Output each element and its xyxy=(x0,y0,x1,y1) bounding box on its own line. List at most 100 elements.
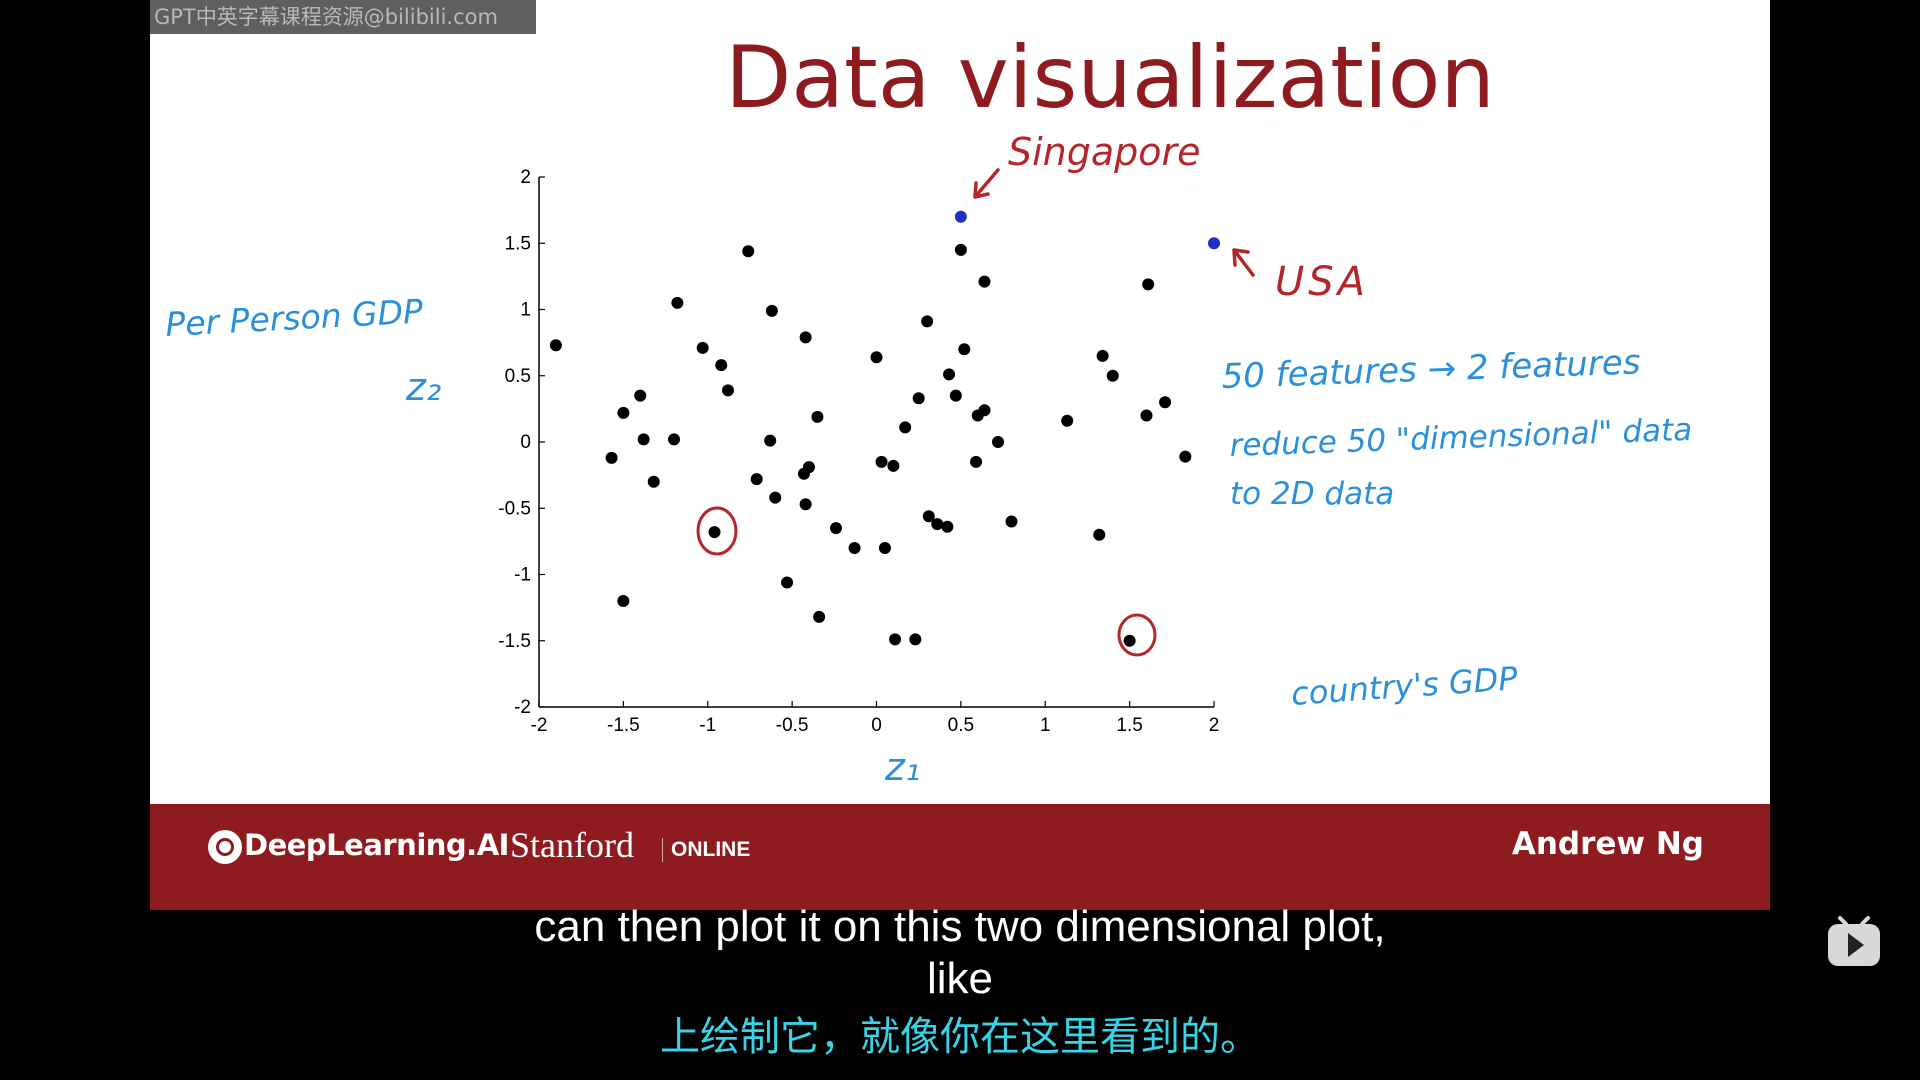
data-point xyxy=(1159,396,1172,409)
handwritten-annotations: Singapore USA Per Person GDP z₂ z₁ 50 fe… xyxy=(164,130,1692,789)
data-point xyxy=(750,473,763,486)
lecture-slide: Data visualization -2 -1.5 -1 -0.5 0 0.5 1 1.5 2… xyxy=(150,0,1770,910)
data-point xyxy=(605,451,618,464)
data-point xyxy=(1123,634,1136,647)
data-point xyxy=(921,315,934,328)
data-point xyxy=(870,351,883,364)
x-tick-label: 0 xyxy=(871,715,882,736)
data-point xyxy=(668,433,680,446)
data-point xyxy=(803,461,815,474)
y-tick-label: 0 xyxy=(520,432,531,453)
data-point xyxy=(1005,515,1018,528)
data-point xyxy=(1061,414,1074,427)
data-points xyxy=(549,210,1220,647)
singapore-label: Singapore xyxy=(1008,130,1201,174)
x-tick-label: 2 xyxy=(1209,715,1220,736)
data-point xyxy=(1140,409,1153,422)
data-point xyxy=(958,343,971,356)
plot-axes: -2 -1.5 -1 -0.5 0 0.5 1 1.5 2 2 1.5 1 0.5 0 -0.5 -1 -1.5… xyxy=(498,167,1219,736)
data-point xyxy=(943,368,956,381)
data-point xyxy=(931,518,944,531)
data-point xyxy=(764,434,777,447)
x-tick-label: -0.5 xyxy=(776,715,809,736)
y-tick-label: -2 xyxy=(514,697,531,718)
data-point xyxy=(878,542,891,554)
y-tick-label: -1.5 xyxy=(498,631,531,652)
data-point xyxy=(813,610,826,623)
data-point xyxy=(909,633,922,646)
y-tick-label: 1 xyxy=(520,300,531,321)
features-note: 50 features → 2 features xyxy=(1221,342,1641,397)
author-name: Andrew Ng xyxy=(1511,826,1704,862)
x-tick-label: 1 xyxy=(1040,715,1051,736)
x-tick-label: 1.5 xyxy=(1116,715,1142,736)
deeplearning-logo-icon xyxy=(208,830,242,864)
z2-label: z₂ xyxy=(405,365,441,409)
data-point xyxy=(617,406,630,419)
x-tick-label: -2 xyxy=(531,715,548,736)
data-point xyxy=(922,510,935,523)
data-point xyxy=(696,341,709,354)
usa-arrow xyxy=(1232,248,1255,277)
x-tick-label: 0.5 xyxy=(948,715,974,736)
subtitle-english-line1: can then plot it on this two dimensional… xyxy=(534,902,1386,951)
data-point xyxy=(1096,349,1109,362)
data-point xyxy=(954,243,967,256)
data-point xyxy=(637,433,650,446)
data-point xyxy=(1106,369,1119,382)
circle-annotation-right xyxy=(1117,613,1157,657)
data-point xyxy=(899,421,912,434)
data-point xyxy=(875,455,888,468)
bilibili-play-icon[interactable] xyxy=(1826,914,1882,968)
data-point xyxy=(978,404,991,417)
subtitle-english-line2: like xyxy=(926,954,994,1003)
data-point xyxy=(634,389,647,402)
circle-annotation-left xyxy=(696,506,738,556)
per-person-gdp-label: Per Person GDP xyxy=(164,292,423,344)
data-point xyxy=(715,359,728,372)
data-point xyxy=(1179,450,1192,463)
x-tick-label: -1.5 xyxy=(607,715,640,736)
y-tick-label: 2 xyxy=(520,167,531,188)
data-point xyxy=(912,392,925,405)
data-point xyxy=(978,275,991,288)
data-point xyxy=(811,410,824,423)
reduce-note-line2: to 2D data xyxy=(1230,476,1394,512)
data-point xyxy=(708,526,721,539)
x-tick-label: -1 xyxy=(699,715,716,736)
y-tick-label: 1.5 xyxy=(505,233,531,254)
y-tick-label: -1 xyxy=(514,565,531,586)
data-point xyxy=(970,455,983,468)
scatter-plot: -2 -1.5 -1 -0.5 0 0.5 1 1.5 2 2 1.5 1 0.5 0 -0.5 -1 -1.5… xyxy=(164,130,1692,789)
highlighted-point-singapore xyxy=(954,210,967,223)
data-point xyxy=(647,475,660,488)
reduce-note-line1: reduce 50 "dimensional" data xyxy=(1229,412,1693,464)
data-point xyxy=(941,520,954,533)
data-point xyxy=(1093,528,1106,541)
stanford-logo-text: Stanford xyxy=(510,825,634,865)
deeplearning-logo-text: DeepLearning.AI xyxy=(244,828,509,862)
data-point xyxy=(769,491,782,504)
data-point xyxy=(799,498,812,511)
data-point xyxy=(887,459,900,472)
y-tick-label: 0.5 xyxy=(505,366,531,387)
data-point xyxy=(992,436,1004,448)
online-logo-text: ONLINE xyxy=(662,838,750,862)
subtitle-chinese: 上绘制它，就像你在这里看到的。 xyxy=(660,1014,1260,1060)
singapore-arrow xyxy=(973,168,1000,199)
slide-footer: DeepLearning.AI Stanford ONLINE Andrew N… xyxy=(150,804,1770,910)
data-point xyxy=(617,595,630,607)
y-tick-label: -0.5 xyxy=(498,498,531,519)
highlighted-point-usa xyxy=(1208,237,1220,250)
data-point xyxy=(848,542,861,554)
usa-label: USA xyxy=(1275,259,1369,305)
watermark: GPT中英字幕课程资源@bilibili.com xyxy=(150,0,536,34)
data-point xyxy=(549,339,562,352)
slide-title: Data visualization xyxy=(725,28,1495,128)
data-point xyxy=(722,384,734,397)
data-point xyxy=(671,296,684,309)
data-point xyxy=(949,389,962,402)
data-point xyxy=(799,331,812,344)
country-gdp-label: country's GDP xyxy=(1290,659,1520,713)
data-point xyxy=(1142,278,1155,291)
